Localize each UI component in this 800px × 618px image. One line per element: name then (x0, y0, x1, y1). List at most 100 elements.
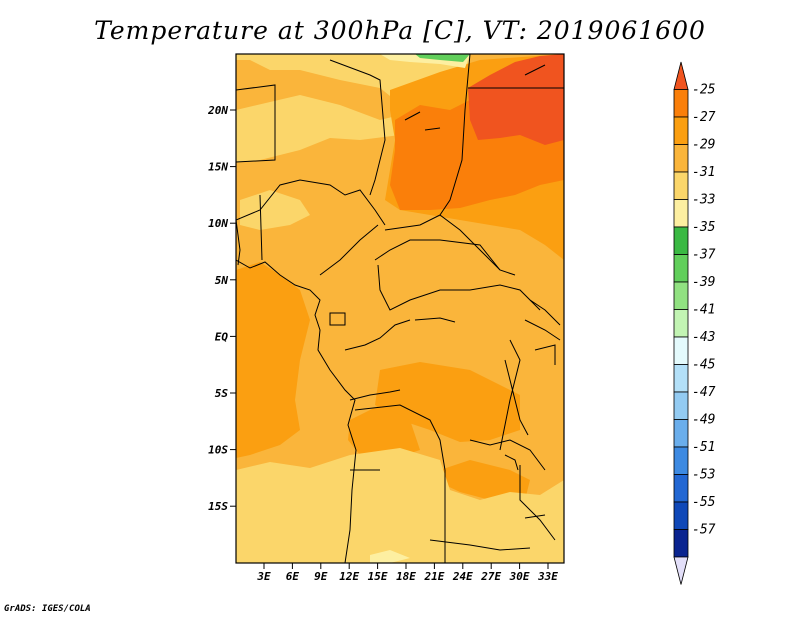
colorbar-label: -51 (692, 440, 715, 455)
colorbar-label: -25 (692, 83, 716, 98)
lon-tick-label: 33E (537, 570, 558, 583)
border-line (524, 514, 546, 519)
colorbar-label: -27 (692, 110, 716, 125)
colorbar-swatch (673, 446, 689, 475)
colorbar-label: -55 (692, 495, 716, 510)
border-line (259, 194, 263, 261)
colorbar-label: -33 (692, 193, 715, 208)
colorbar-label: -31 (692, 165, 715, 180)
colorbar-swatch (673, 199, 689, 228)
lon-tick-label: 21E (423, 570, 444, 583)
shading-29-27-sw (348, 405, 420, 460)
border-line (504, 359, 529, 436)
shading-35-33-south (370, 550, 410, 563)
lon-tick-label: 9E (314, 570, 328, 583)
border-line (236, 219, 241, 266)
border-line (524, 64, 546, 76)
colorbar-swatch (673, 171, 689, 200)
border-line (529, 299, 561, 326)
colorbar-swatch (673, 364, 689, 393)
lat-tick-label: 15S (208, 500, 228, 513)
colorbar-swatch (673, 391, 689, 420)
colorbar-label: -45 (692, 358, 716, 373)
lat-tick-label: 10N (208, 217, 228, 230)
shading-33-31-west (236, 95, 400, 162)
shading-33-31-midwest (240, 190, 310, 230)
map-title: Temperature at 300hPa [C], VT: 201906160… (94, 16, 706, 45)
colorbar-swatch (673, 254, 689, 283)
colorbar-label: -35 (692, 220, 716, 235)
colorbar-swatch (673, 529, 689, 558)
shading-33-31-south (236, 448, 564, 563)
colorbar-label: -57 (692, 523, 716, 538)
border-line (354, 404, 446, 471)
border-line (414, 317, 456, 323)
border-line (424, 127, 441, 131)
border-line (329, 59, 386, 196)
border-line (329, 312, 346, 326)
lat-tick-label: 5N (215, 274, 229, 287)
border-line (519, 465, 556, 541)
colorbar-swatch (673, 281, 689, 310)
shading-29-27-center (375, 362, 520, 442)
lat-axis: 20N 15N 10N 5N EQ 5S 10S 15S (207, 104, 236, 513)
map-plot (235, 53, 565, 564)
plot-frame (235, 53, 565, 564)
colorbar-bottom-arrow (673, 556, 689, 585)
lat-tick-label: 15N (208, 161, 228, 174)
lon-tick-label: 3E (256, 570, 271, 583)
colorbar-top-arrow (673, 61, 689, 90)
border-line (374, 239, 501, 271)
lon-axis: 3E 6E 9E 12E 15E 18E 21E 24E 27E 30E 33E (256, 563, 558, 583)
border-line (524, 319, 561, 341)
colorbar-label: -41 (692, 303, 715, 318)
border-line (344, 319, 411, 351)
colorbar: -25 -27 -29 -31 -33 -35 -37 -39 -41 -43 -45 -47 -49 -… (673, 61, 716, 585)
grads-credit: GrADS: IGES/COLA (4, 604, 91, 614)
colorbar-label: -43 (692, 330, 715, 345)
lon-tick-label: 30E (509, 570, 530, 583)
border-line (534, 344, 556, 365)
border-line (377, 264, 541, 311)
shading-29-27-south (440, 460, 530, 500)
lon-tick-label: 6E (286, 570, 300, 583)
lon-tick-label: 27E (480, 570, 501, 583)
colorbar-label: -39 (692, 275, 715, 290)
colorbar-swatch (673, 144, 689, 173)
lat-tick-label: EQ (215, 330, 229, 343)
border-line (429, 539, 531, 551)
colorbar-swatch (673, 309, 689, 338)
lat-tick-label: 20N (207, 104, 228, 117)
colorbar-swatch (673, 226, 689, 255)
colorbar-label: -29 (692, 138, 715, 153)
colorbar-swatch (673, 116, 689, 145)
colorbar-label: -53 (692, 468, 715, 483)
coastline (236, 259, 357, 563)
lon-tick-label: 15E (368, 570, 388, 583)
colorbar-label: -37 (692, 248, 716, 263)
colorbar-label: -49 (692, 413, 715, 428)
colorbar-swatch (673, 336, 689, 365)
lat-tick-label: 10S (208, 444, 228, 457)
colorbar-swatch (673, 474, 689, 503)
border-line (384, 214, 441, 231)
border-line (236, 179, 386, 226)
lon-tick-label: 18E (396, 570, 416, 583)
country-borders (236, 54, 564, 563)
colorbar-swatch (673, 419, 689, 448)
border-line (349, 389, 401, 401)
border-line (236, 84, 276, 163)
border-line (404, 111, 421, 121)
colorbar-swatch (673, 89, 689, 118)
shading-29-27-west (236, 262, 310, 458)
shading-37-north (415, 54, 470, 62)
border-line (469, 439, 546, 471)
colorbar-swatch (673, 501, 689, 530)
shading-25-north (468, 54, 564, 145)
border-line (319, 224, 379, 276)
border-line (504, 454, 519, 471)
lon-tick-label: 24E (452, 570, 473, 583)
lon-tick-label: 12E (339, 570, 359, 583)
colorbar-label: -47 (692, 385, 716, 400)
